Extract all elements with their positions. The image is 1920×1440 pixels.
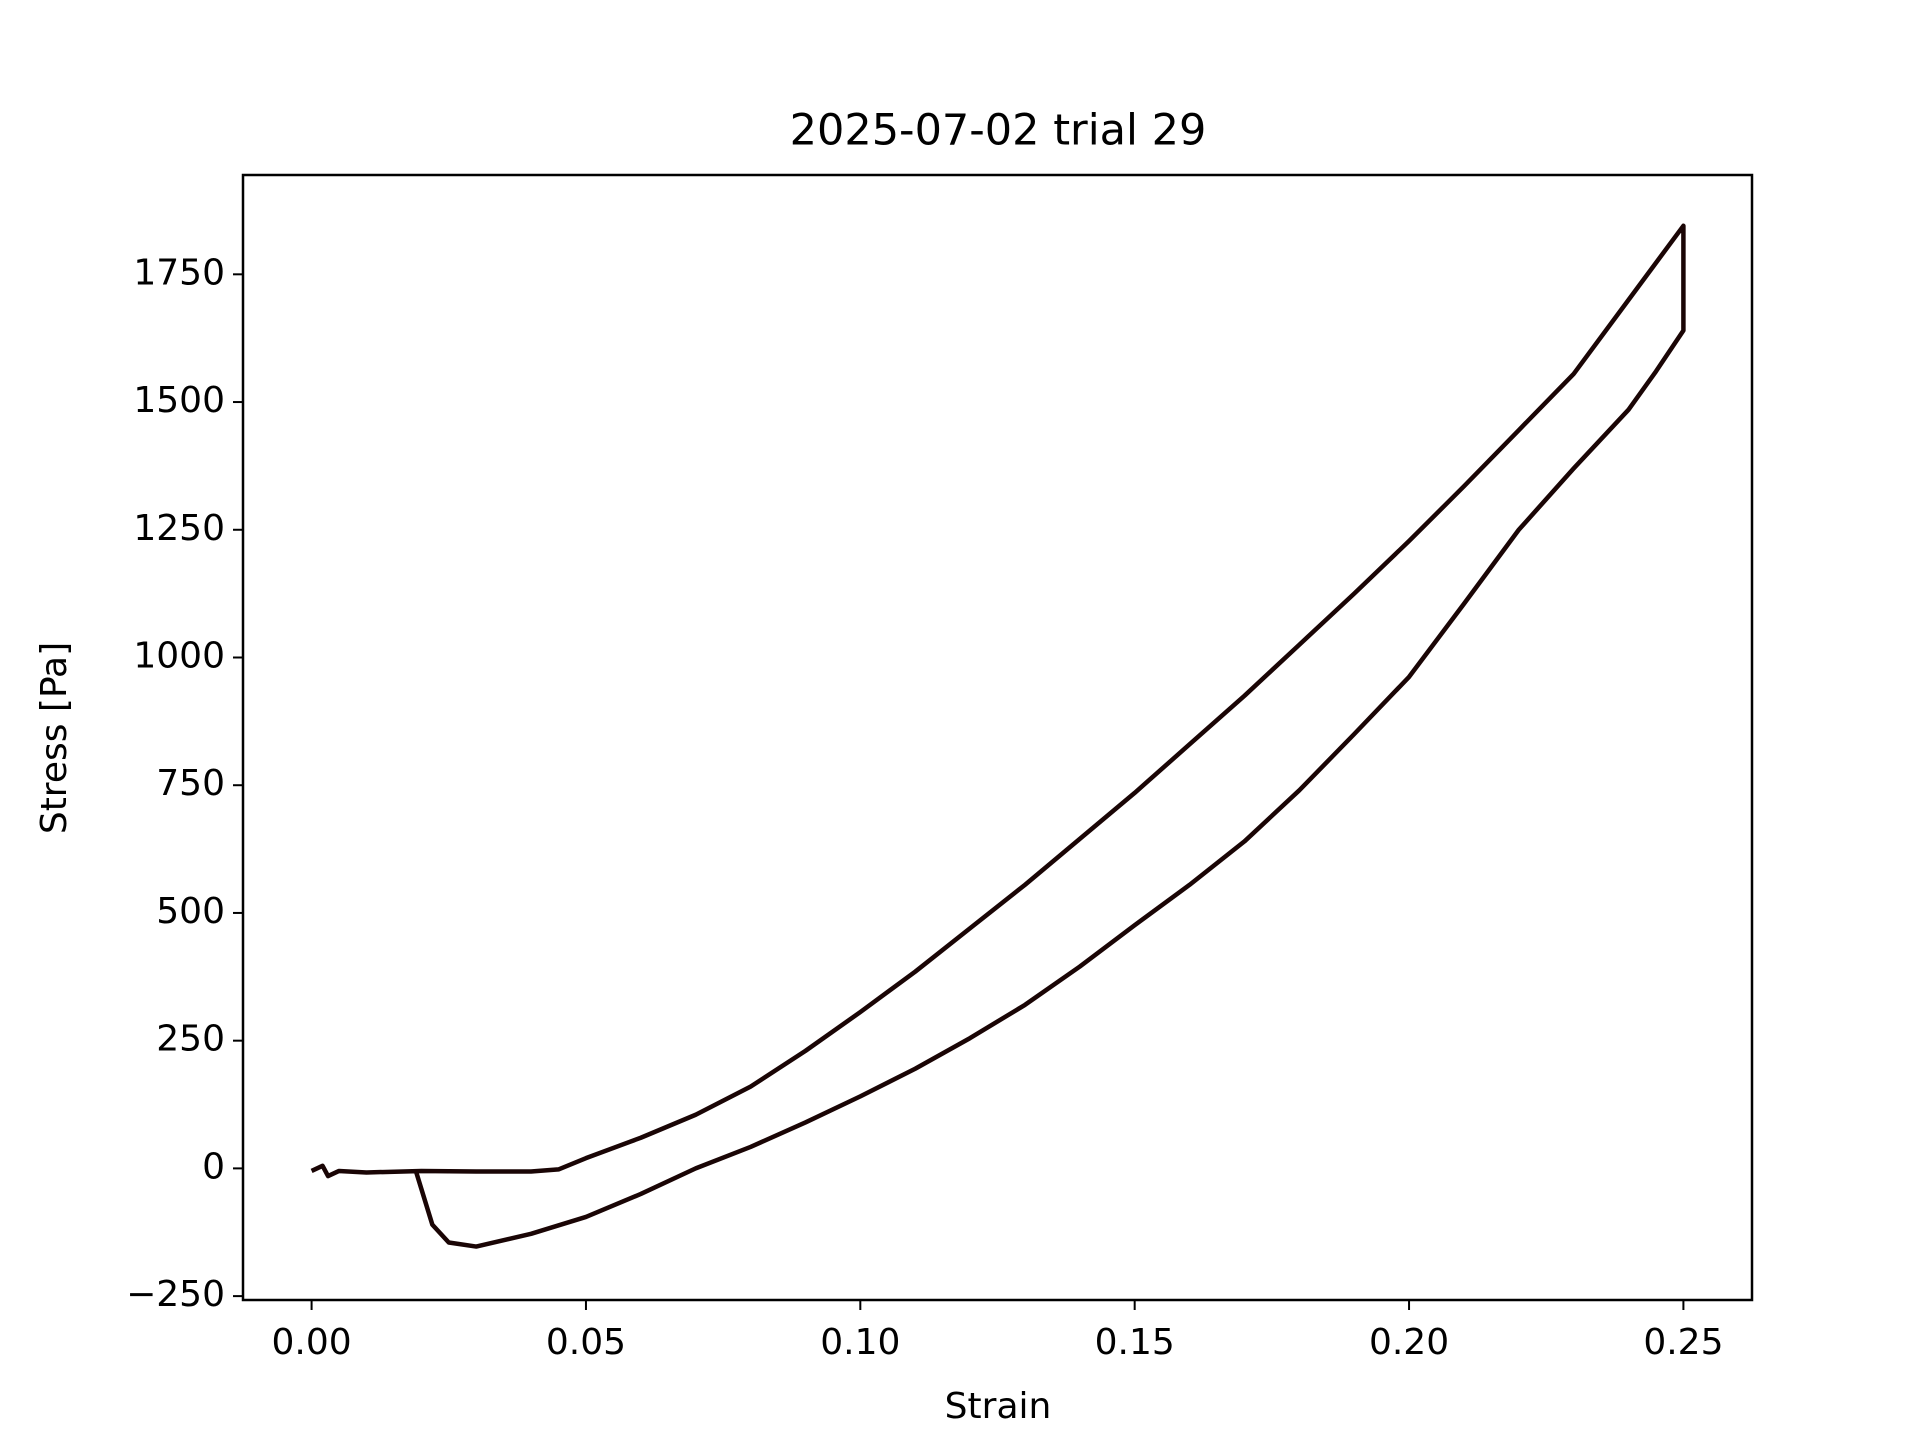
- y-tick-label: −250: [126, 1274, 225, 1315]
- x-tick-label: 0.25: [1643, 1322, 1723, 1363]
- y-tick-label: 750: [156, 763, 225, 804]
- plot-frame: [241, 173, 1754, 1302]
- x-tick-label: 0.10: [820, 1322, 900, 1363]
- y-tick-label: 250: [156, 1019, 225, 1060]
- x-tick-label: 0.15: [1095, 1322, 1175, 1363]
- y-tick-label: 0: [202, 1146, 225, 1187]
- chart-title: 2025-07-02 trial 29: [790, 106, 1207, 156]
- x-tick-label: 0.05: [546, 1322, 626, 1363]
- x-tick-label: 0.00: [272, 1322, 352, 1363]
- y-tick-label: 500: [156, 891, 225, 932]
- data-line: [310, 223, 1686, 1249]
- x-tick-label: 0.20: [1369, 1322, 1449, 1363]
- y-axis-label: Stress [Pa]: [34, 642, 75, 834]
- y-tick-label: 1250: [133, 508, 225, 549]
- y-tick-label: 1750: [133, 252, 225, 293]
- y-tick-label: 1500: [133, 380, 225, 421]
- x-axis-label: Strain: [945, 1386, 1052, 1427]
- y-tick-label: 1000: [133, 635, 225, 676]
